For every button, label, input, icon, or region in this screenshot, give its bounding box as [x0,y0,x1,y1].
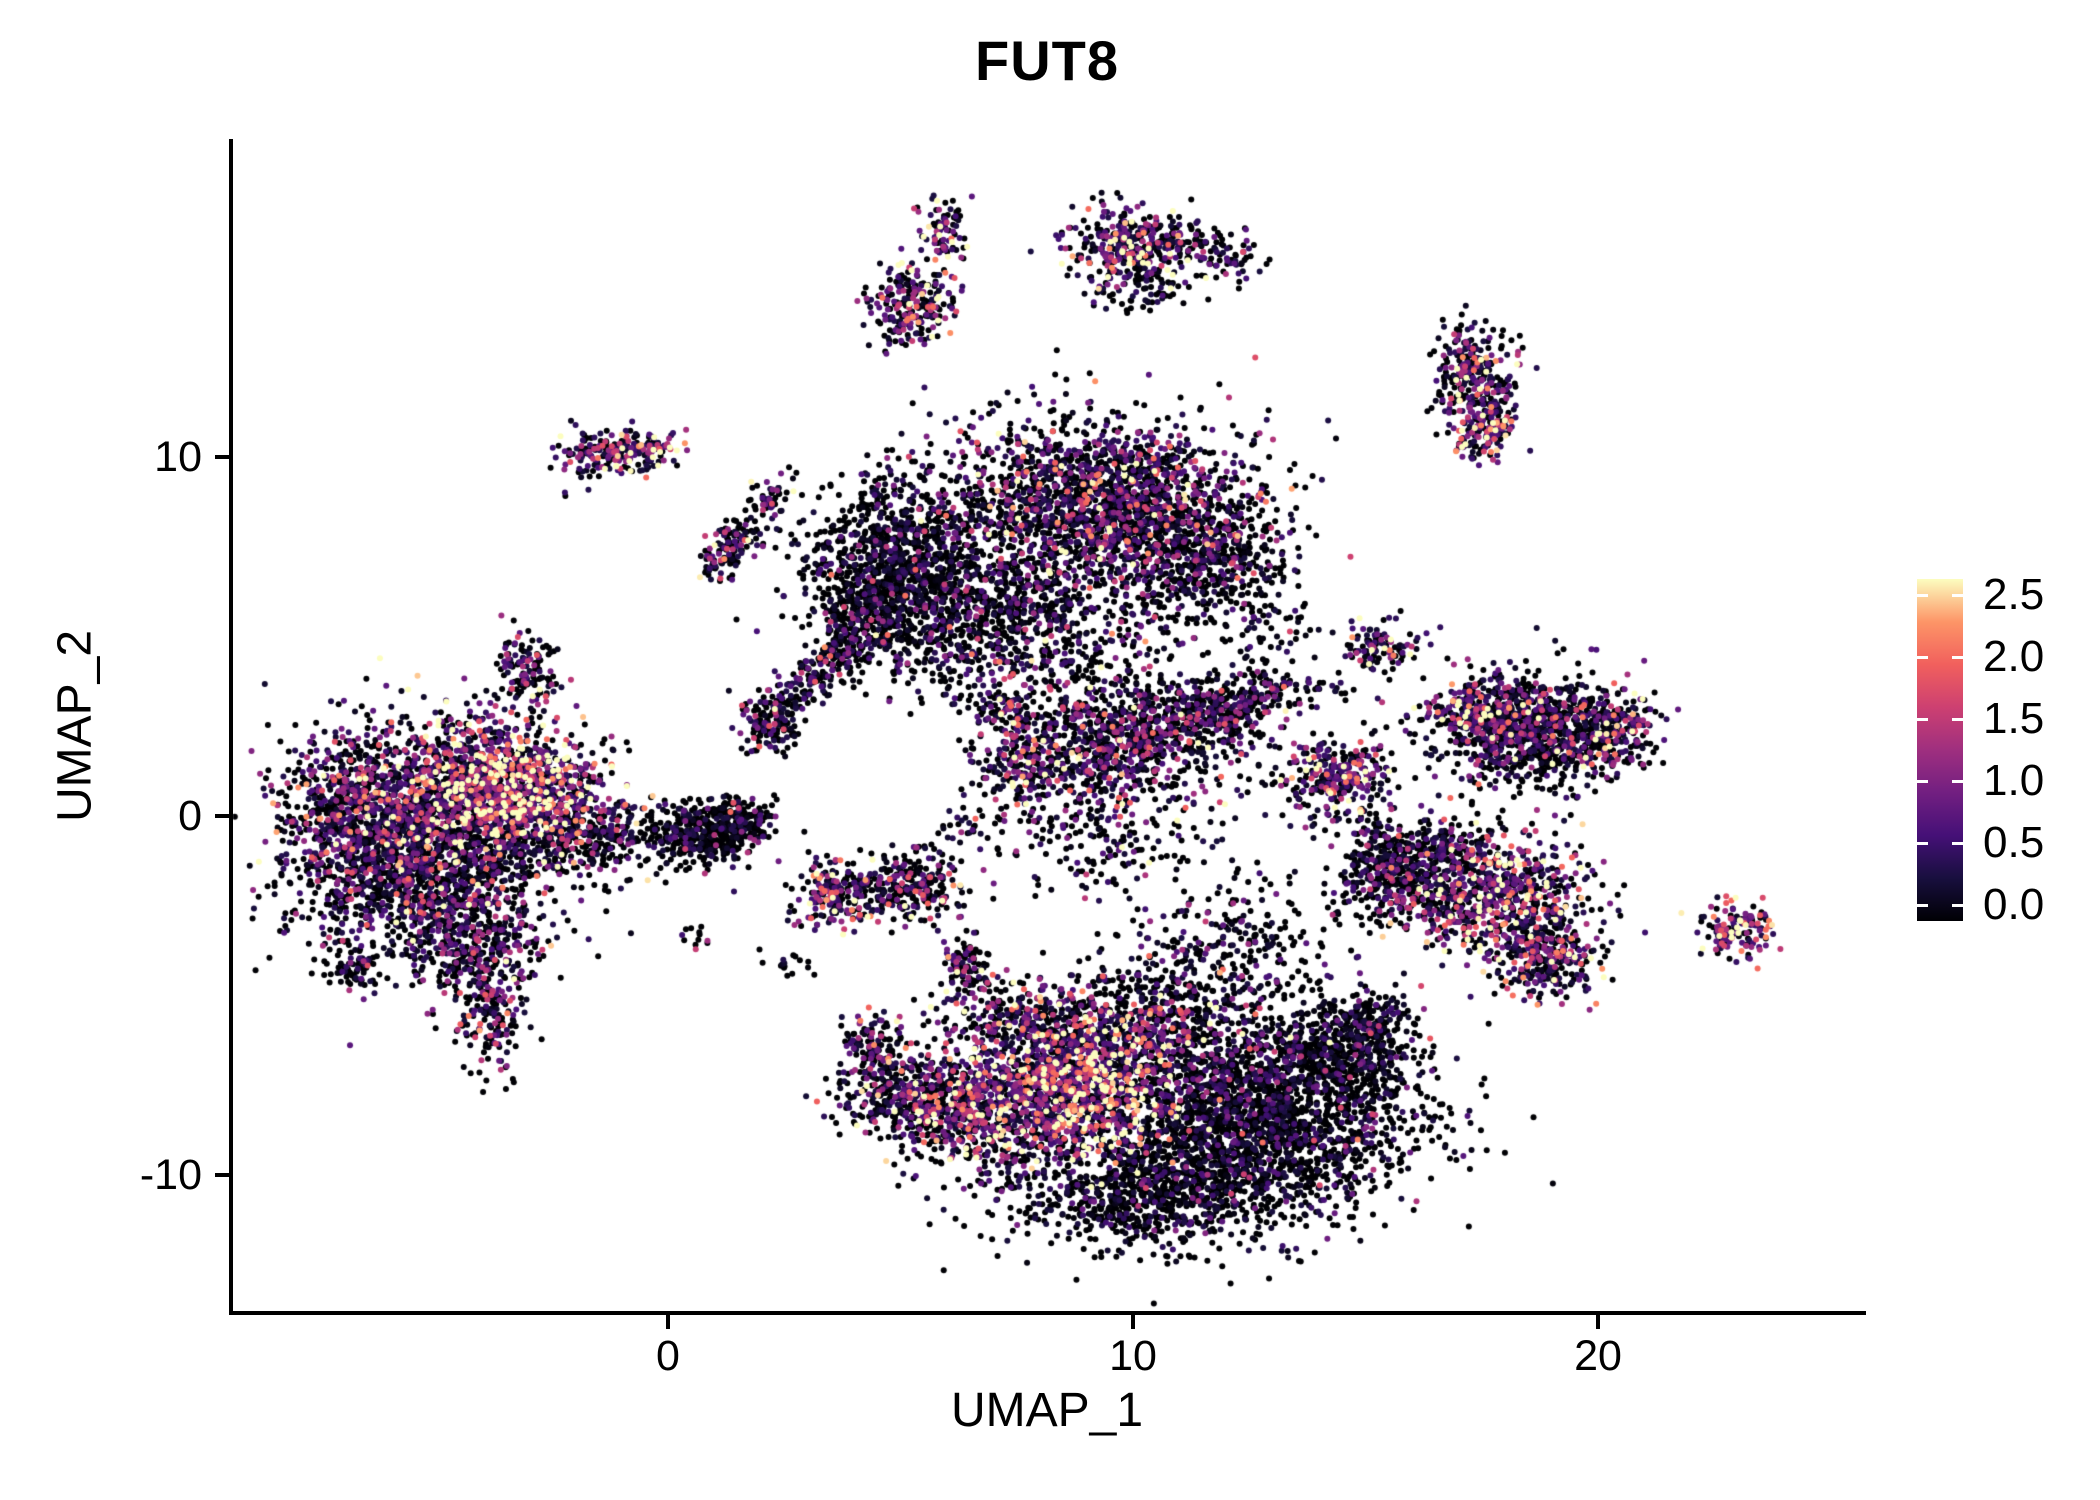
colorbar-tick-5-left [1917,903,1928,907]
colorbar-tick-3-left [1917,779,1928,783]
colorbar-tick-2-left [1917,717,1928,721]
colorbar-label-3: 1.0 [1983,756,2045,805]
x-tick-label-1: 10 [1109,1332,1157,1380]
y-axis-title: UMAP_2 [48,629,102,823]
colorbar-label-4: 0.5 [1983,818,2045,867]
x-axis-title: UMAP_1 [950,1384,1144,1437]
colorbar-tick-5-right [1952,903,1963,907]
x-tick-mark-1 [1131,1315,1135,1329]
y-tick-label-1: 0 [178,792,202,840]
colorbar-tick-3-right [1952,779,1963,783]
colorbar-tick-0-left [1917,593,1928,597]
y-tick-label-2: -10 [139,1151,202,1199]
colorbar-label-2: 1.5 [1983,694,2045,743]
y-tick-mark-0 [215,455,229,459]
colorbar-tick-2-right [1952,717,1963,721]
colorbar-tick-1-right [1952,655,1963,659]
x-tick-mark-2 [1596,1315,1600,1329]
colorbar-tick-0-right [1952,593,1963,597]
plot-title: FUT8 [975,29,1119,92]
y-tick-label-0: 10 [154,433,202,481]
colorbar-tick-4-right [1952,841,1963,845]
colorbar [1917,579,1963,921]
colorbar-label-0: 2.5 [1983,570,2045,619]
y-axis-line [229,139,233,1315]
y-tick-mark-1 [215,814,229,818]
colorbar-label-1: 2.0 [1983,632,2045,681]
colorbar-tick-1-left [1917,655,1928,659]
x-tick-label-0: 0 [656,1332,680,1380]
colorbar-label-5: 0.0 [1983,880,2045,929]
x-tick-mark-0 [666,1315,670,1329]
y-tick-mark-2 [215,1173,229,1177]
x-tick-label-2: 20 [1574,1332,1622,1380]
x-axis-line [229,1311,1866,1315]
colorbar-gradient [1917,579,1963,921]
colorbar-tick-4-left [1917,841,1928,845]
